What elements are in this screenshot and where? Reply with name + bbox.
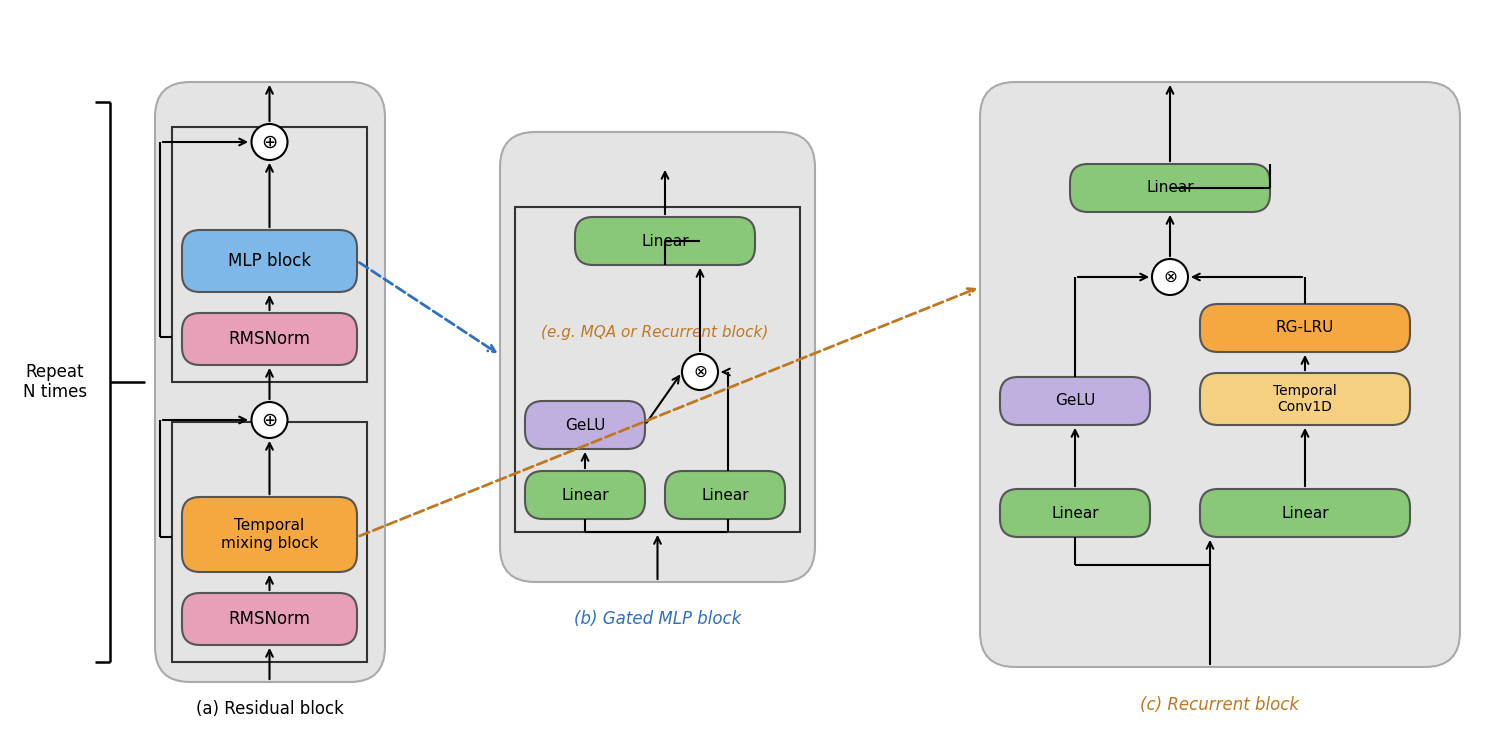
- Text: Linear: Linear: [1281, 506, 1328, 520]
- FancyBboxPatch shape: [1000, 377, 1150, 425]
- FancyBboxPatch shape: [981, 82, 1460, 667]
- Text: Repeat
N times: Repeat N times: [23, 363, 88, 402]
- Text: Temporal
mixing block: Temporal mixing block: [221, 518, 319, 551]
- Text: Temporal
Conv1D: Temporal Conv1D: [1274, 384, 1337, 414]
- Text: RMSNorm: RMSNorm: [228, 330, 310, 348]
- FancyBboxPatch shape: [576, 217, 756, 265]
- FancyBboxPatch shape: [500, 132, 814, 582]
- Text: $\oplus$: $\oplus$: [261, 133, 278, 152]
- Text: (b) Gated MLP block: (b) Gated MLP block: [574, 610, 740, 628]
- Text: GeLU: GeLU: [565, 417, 606, 433]
- FancyBboxPatch shape: [156, 82, 385, 682]
- FancyBboxPatch shape: [1070, 164, 1271, 212]
- FancyBboxPatch shape: [524, 471, 645, 519]
- Text: RG-LRU: RG-LRU: [1275, 321, 1334, 335]
- Text: MLP block: MLP block: [228, 252, 311, 270]
- FancyBboxPatch shape: [524, 401, 645, 449]
- FancyBboxPatch shape: [181, 313, 357, 365]
- Text: (e.g. MQA or Recurrent block): (e.g. MQA or Recurrent block): [541, 324, 769, 340]
- Text: Linear: Linear: [641, 234, 689, 248]
- FancyBboxPatch shape: [1200, 489, 1410, 537]
- Text: $\otimes$: $\otimes$: [692, 363, 707, 381]
- Circle shape: [251, 124, 287, 160]
- FancyBboxPatch shape: [1200, 304, 1410, 352]
- Text: Linear: Linear: [1052, 506, 1098, 520]
- Circle shape: [251, 402, 287, 438]
- Text: (a) Residual block: (a) Residual block: [196, 700, 345, 718]
- Circle shape: [1151, 259, 1188, 295]
- Text: $\otimes$: $\otimes$: [1163, 268, 1177, 286]
- Text: Linear: Linear: [1147, 181, 1194, 195]
- Text: $\oplus$: $\oplus$: [261, 411, 278, 430]
- FancyBboxPatch shape: [181, 230, 357, 292]
- Text: RMSNorm: RMSNorm: [228, 610, 310, 628]
- Text: Linear: Linear: [701, 487, 749, 503]
- Circle shape: [681, 354, 718, 390]
- FancyBboxPatch shape: [1200, 373, 1410, 425]
- FancyBboxPatch shape: [1000, 489, 1150, 537]
- Text: (c) Recurrent block: (c) Recurrent block: [1141, 696, 1299, 714]
- FancyBboxPatch shape: [665, 471, 786, 519]
- Text: GeLU: GeLU: [1055, 394, 1095, 408]
- Text: Linear: Linear: [561, 487, 609, 503]
- FancyBboxPatch shape: [181, 593, 357, 645]
- FancyBboxPatch shape: [181, 497, 357, 572]
